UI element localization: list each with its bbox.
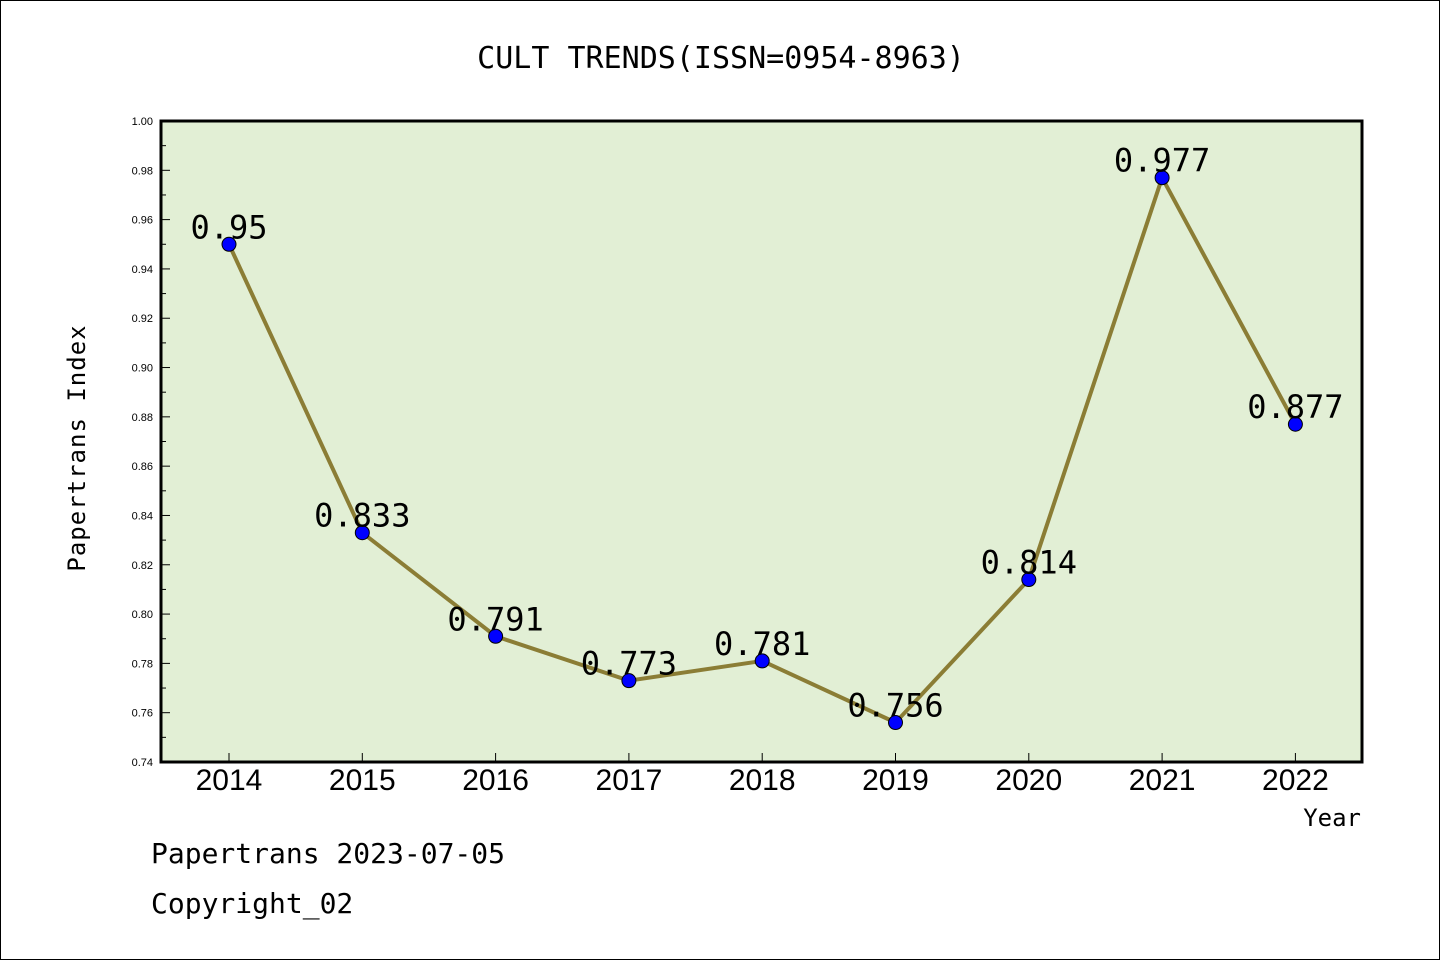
chart-title: CULT TRENDS(ISSN=0954-8963) xyxy=(477,41,965,76)
data-point xyxy=(888,715,903,731)
data-point xyxy=(354,525,370,541)
data-label: 0.877 xyxy=(1247,388,1343,426)
data-point xyxy=(621,673,637,689)
y-tick-label: 0.78 xyxy=(132,658,153,670)
data-point xyxy=(1021,572,1037,588)
y-tick-label: 0.88 xyxy=(132,412,153,424)
x-tick-label: 2022 xyxy=(1262,764,1329,797)
data-points xyxy=(221,170,1303,731)
data-label: 0.773 xyxy=(581,645,677,683)
footer-date: Papertrans 2023-07-05 xyxy=(151,837,506,870)
data-point xyxy=(221,236,237,252)
x-tick-label: 2016 xyxy=(462,764,529,797)
y-tick-label: 0.86 xyxy=(132,461,153,473)
y-tick-label: 0.74 xyxy=(132,757,153,769)
data-label: 0.756 xyxy=(847,687,943,725)
y-tick-label: 0.80 xyxy=(132,609,153,621)
data-point xyxy=(488,628,504,644)
footer-copyright: Copyright_02 xyxy=(151,887,354,920)
data-label: 0.977 xyxy=(1114,142,1210,180)
y-tick-label: 0.84 xyxy=(132,510,153,522)
y-tick-label: 0.82 xyxy=(132,560,153,572)
y-tick-label: 0.92 xyxy=(132,313,153,325)
x-tick-label: 2021 xyxy=(1129,764,1196,797)
data-label: 0.95 xyxy=(190,208,267,246)
data-label: 0.791 xyxy=(447,600,543,638)
x-tick-label: 2019 xyxy=(862,764,929,797)
data-point xyxy=(1287,416,1303,432)
x-tick-label: 2014 xyxy=(196,764,263,797)
y-axis: 0.74 0.76 0.78 0.80 0.82 0.84 0.86 0.88 0.90 0.92… xyxy=(132,116,170,769)
x-tick-label: 2017 xyxy=(596,764,663,797)
data-label: 0.814 xyxy=(981,544,1077,582)
y-tick-label: 1.00 xyxy=(132,116,153,128)
x-tick-label: 2015 xyxy=(329,764,396,797)
y-tick-label: 0.96 xyxy=(132,215,153,227)
y-tick-label: 0.76 xyxy=(132,708,153,720)
x-axis-label: Year xyxy=(1303,804,1361,832)
data-label: 0.781 xyxy=(714,625,810,663)
y-tick-label: 0.90 xyxy=(132,363,153,375)
data-point xyxy=(1154,170,1170,186)
x-axis: 2014 2015 2016 2017 2018 2019 2020 2021 2022 xyxy=(196,753,1329,797)
data-labels: 0.95 0.833 0.791 0.773 0.781 0.756 0.814 0.977 0… xyxy=(190,142,1343,725)
data-point xyxy=(754,653,770,669)
y-tick-label: 0.94 xyxy=(132,264,153,276)
x-tick-label: 2020 xyxy=(995,764,1062,797)
data-label: 0.833 xyxy=(314,497,410,535)
y-axis-label: Papertrans Index xyxy=(63,324,91,571)
y-tick-label: 0.98 xyxy=(132,165,153,177)
x-tick-label: 2018 xyxy=(729,764,796,797)
